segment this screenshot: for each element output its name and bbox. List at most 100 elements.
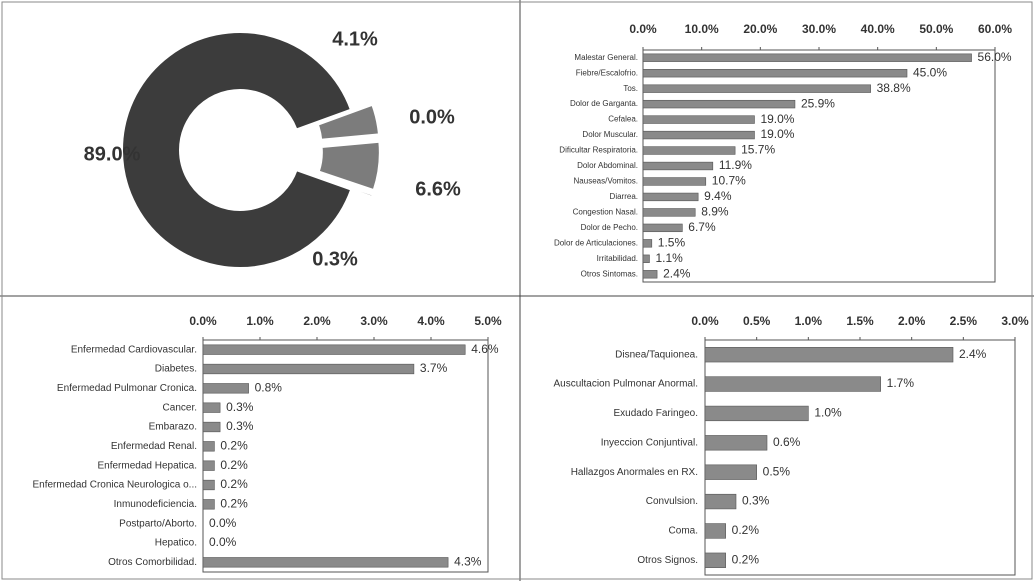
y-tick-label: Postparto/Aborto. — [119, 518, 197, 529]
data-label: 38.8% — [877, 81, 911, 95]
data-label: 1.7% — [887, 376, 915, 390]
x-tick-label: 3.0% — [1001, 314, 1029, 328]
bar — [642, 69, 908, 78]
bar — [704, 405, 809, 422]
y-tick-label: Diarrea. — [610, 192, 638, 201]
x-tick-label: 2.5% — [950, 314, 978, 328]
bar — [642, 115, 755, 124]
data-label: 6.7% — [688, 220, 716, 234]
x-tick-label: 40.0% — [861, 22, 895, 36]
data-label: 25.9% — [801, 96, 835, 110]
bar — [642, 223, 683, 233]
data-label: 56.0% — [978, 50, 1012, 64]
bar — [642, 254, 650, 263]
data-label: 4.1% — [332, 28, 378, 50]
y-tick-label: Inmunodeficiencia. — [114, 499, 197, 510]
data-label: 0.2% — [220, 477, 248, 491]
bar — [704, 347, 954, 363]
data-label: 0.2% — [732, 552, 760, 566]
x-tick-label: 0.0% — [189, 314, 217, 328]
y-tick-label: Dolor Muscular. — [582, 130, 638, 139]
y-tick-label: Embarazo. — [149, 422, 197, 433]
x-tick-label: 10.0% — [685, 22, 719, 36]
y-tick-label: Disnea/Taquionea. — [615, 349, 698, 360]
y-tick-label: Malestar General. — [574, 53, 638, 62]
bar — [642, 239, 653, 248]
data-label: 0.0% — [209, 516, 237, 530]
y-tick-label: Enfermedad Pulmonar Cronica. — [57, 383, 197, 394]
y-tick-label: Enfermedad Cronica Neurologica o... — [32, 480, 197, 491]
x-tick-label: 3.0% — [360, 314, 388, 328]
data-label: 2.4% — [663, 266, 691, 280]
bar — [202, 441, 215, 452]
x-tick-label: 1.5% — [846, 314, 874, 328]
data-label: 2.4% — [959, 347, 987, 361]
y-tick-label: Diabetes. — [155, 364, 197, 375]
x-tick-label: 1.0% — [795, 314, 823, 328]
bar — [202, 344, 466, 355]
x-tick-label: 20.0% — [743, 22, 777, 36]
bar — [642, 84, 871, 93]
data-label: 9.4% — [704, 189, 732, 203]
x-tick-label: 30.0% — [802, 22, 836, 36]
x-tick-label: 0.5% — [743, 314, 771, 328]
x-tick-label: 2.0% — [898, 314, 926, 328]
data-label: 1.5% — [658, 236, 686, 250]
data-label: 0.3% — [226, 400, 254, 414]
bar — [642, 53, 972, 62]
y-tick-label: Enfermedad Hepatica. — [97, 460, 197, 471]
data-label: 4.6% — [471, 342, 499, 356]
bar — [642, 146, 736, 155]
y-tick-label: Dificultar Respiratoria. — [559, 146, 638, 155]
bar — [704, 376, 881, 392]
bar — [202, 383, 249, 394]
y-tick-label: Dolor Abdominal. — [577, 161, 638, 170]
bar — [642, 161, 714, 171]
y-tick-label: Cancer. — [163, 402, 197, 413]
y-tick-label: Irritabilidad. — [597, 254, 638, 263]
y-tick-label: Convulsion. — [646, 496, 698, 507]
bar — [642, 130, 755, 140]
data-label: 3.7% — [420, 361, 448, 375]
y-tick-label: Fiebre/Escalofrio. — [576, 68, 638, 77]
data-label: 0.6% — [773, 435, 801, 449]
y-tick-label: Enfermedad Renal. — [111, 441, 197, 452]
bar — [704, 464, 757, 480]
data-label: 0.0% — [409, 106, 455, 128]
data-label: 0.8% — [255, 381, 283, 395]
y-tick-label: Inyeccion Conjuntival. — [601, 437, 698, 448]
bar — [704, 493, 737, 510]
data-label: 1.1% — [655, 251, 683, 265]
x-tick-label: 4.0% — [417, 314, 445, 328]
y-tick-label: Congestion Nasal. — [573, 208, 638, 217]
x-tick-label: 50.0% — [919, 22, 953, 36]
data-label: 4.3% — [454, 555, 482, 569]
bar — [642, 192, 699, 202]
y-tick-label: Otros Comorbilidad. — [108, 557, 197, 568]
bar — [202, 557, 449, 568]
pie-slice — [121, 31, 353, 269]
data-label: 45.0% — [913, 65, 947, 79]
x-tick-label: 1.0% — [246, 314, 274, 328]
pie-slice — [316, 103, 381, 141]
y-tick-label: Dolor de Garganta. — [570, 99, 638, 108]
bar — [642, 99, 796, 109]
bar — [704, 435, 768, 451]
data-label: 0.3% — [312, 248, 358, 270]
bar — [704, 523, 726, 539]
bar — [202, 363, 415, 375]
data-label: 0.0% — [209, 535, 237, 549]
y-tick-label: Otros Signos. — [637, 555, 698, 566]
x-tick-label: 0.0% — [629, 22, 657, 36]
y-tick-label: Tos. — [623, 84, 638, 93]
bar — [642, 270, 658, 279]
data-label: 8.9% — [701, 205, 729, 219]
bar — [642, 177, 707, 186]
y-tick-label: Hallazgos Anormales en RX. — [571, 467, 698, 478]
y-tick-label: Dolor de Pecho. — [581, 223, 638, 232]
x-tick-label: 2.0% — [303, 314, 331, 328]
bar — [202, 479, 215, 491]
bar — [202, 402, 221, 413]
